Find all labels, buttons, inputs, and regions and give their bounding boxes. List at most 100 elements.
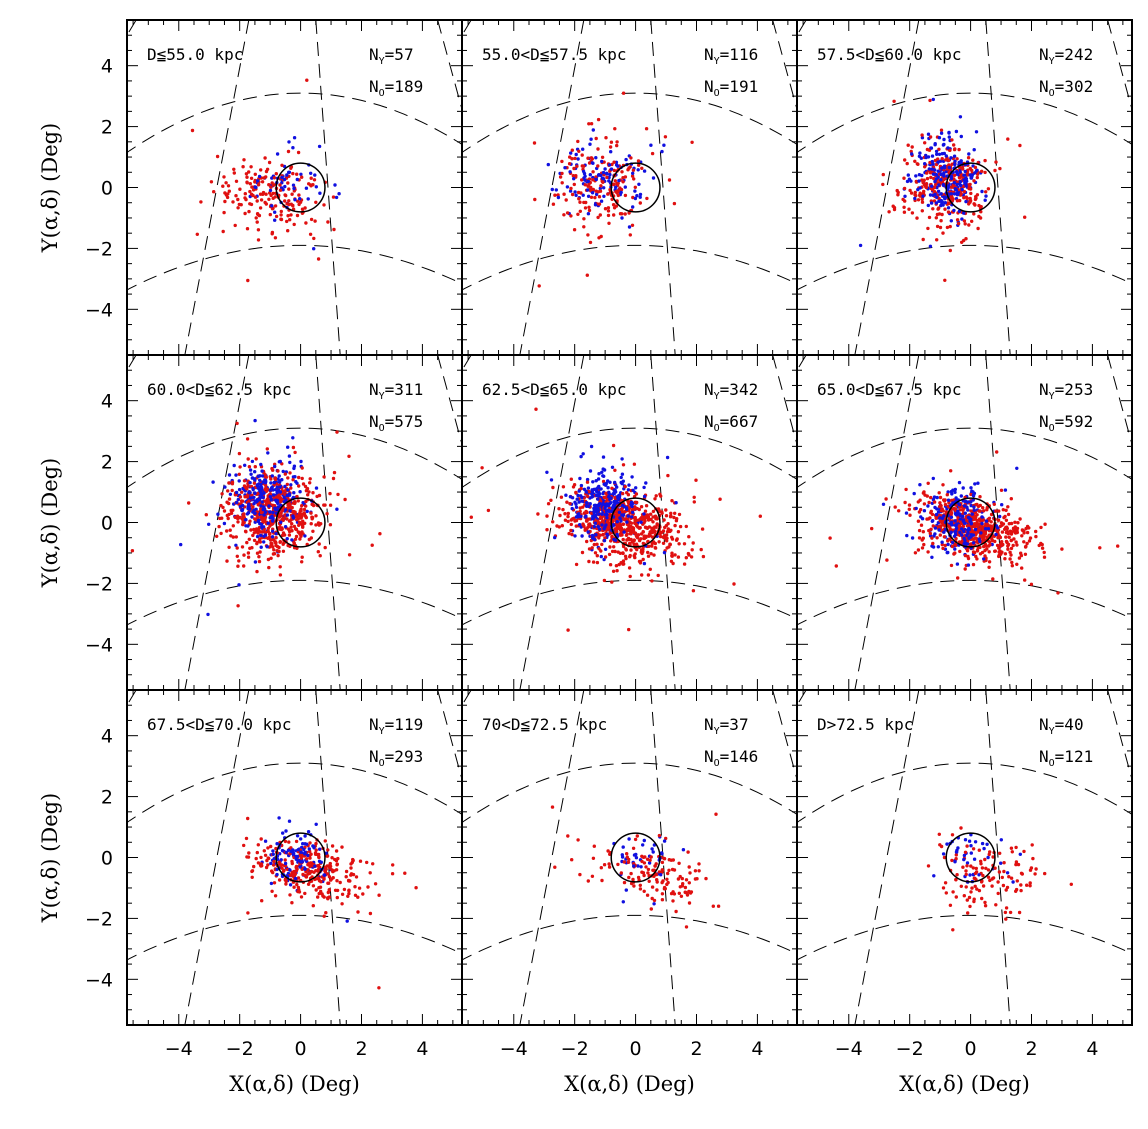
data-point	[667, 545, 671, 549]
data-point	[588, 469, 593, 473]
data-point	[289, 166, 293, 170]
data-point	[242, 553, 246, 557]
data-point	[881, 182, 885, 187]
data-point	[560, 159, 564, 164]
data-point	[646, 554, 651, 558]
data-point	[962, 189, 967, 194]
old-points	[881, 98, 1027, 282]
data-point	[262, 534, 266, 538]
data-point	[304, 504, 308, 508]
data-point	[263, 156, 267, 160]
data-point	[980, 521, 984, 526]
data-point	[279, 511, 283, 515]
data-point	[271, 519, 275, 523]
data-point	[565, 211, 570, 215]
data-point	[915, 216, 919, 220]
data-point	[582, 225, 586, 229]
grid-latitude-line	[797, 427, 1132, 489]
grid-longitude-line	[772, 355, 797, 447]
data-point	[329, 878, 333, 882]
data-point	[634, 492, 639, 496]
data-point	[642, 494, 647, 499]
data-point	[613, 549, 617, 554]
data-point	[991, 577, 995, 581]
data-point	[550, 187, 554, 192]
data-point	[971, 493, 976, 497]
data-point	[583, 183, 587, 187]
data-point	[323, 865, 327, 869]
data-point	[236, 497, 240, 502]
data-point	[602, 527, 606, 531]
data-point	[935, 212, 940, 217]
data-point	[578, 200, 582, 204]
data-point	[676, 530, 681, 534]
data-point	[956, 576, 960, 580]
data-point	[576, 157, 580, 161]
data-point	[638, 192, 643, 197]
data-point	[678, 524, 683, 529]
data-point	[283, 472, 287, 476]
data-point	[615, 143, 619, 148]
data-point	[589, 122, 594, 126]
data-point	[545, 470, 549, 474]
data-point	[690, 140, 694, 144]
data-point	[954, 496, 958, 500]
count-young: NY=253	[1039, 380, 1093, 402]
data-point	[952, 552, 956, 556]
data-point	[250, 185, 254, 189]
data-point	[318, 847, 322, 851]
data-point	[303, 834, 307, 838]
data-point	[687, 535, 691, 539]
data-point	[612, 168, 616, 173]
data-point	[981, 506, 985, 510]
data-point	[955, 511, 960, 515]
data-point	[907, 503, 912, 507]
grid-longitude-line	[127, 690, 137, 707]
data-point	[335, 507, 339, 511]
data-point	[279, 217, 284, 222]
data-point	[732, 582, 736, 586]
data-point	[328, 523, 333, 527]
data-point	[667, 178, 672, 182]
count-old: NO=575	[369, 412, 423, 434]
data-point	[349, 866, 353, 870]
data-point	[630, 515, 634, 519]
data-point	[639, 548, 644, 552]
data-point	[974, 196, 978, 200]
data-point	[966, 563, 971, 567]
data-point	[260, 525, 264, 529]
data-point	[954, 129, 959, 134]
data-point	[302, 847, 306, 852]
reference-circle	[945, 162, 996, 213]
data-point	[669, 514, 673, 518]
data-point	[955, 522, 959, 526]
data-point	[930, 154, 935, 158]
data-point	[962, 173, 966, 177]
data-point	[601, 491, 605, 496]
data-point	[1011, 526, 1016, 530]
data-point	[322, 914, 326, 918]
data-point	[585, 539, 589, 544]
data-point	[910, 145, 914, 149]
data-point	[601, 474, 605, 478]
data-point	[314, 523, 318, 527]
y-axis-title: Y(α,δ) (Deg)	[38, 458, 62, 589]
data-point	[949, 192, 953, 196]
data-point	[271, 545, 275, 549]
data-point	[311, 491, 315, 495]
data-point	[580, 550, 585, 555]
data-point	[353, 893, 358, 897]
grid-longitude-line	[437, 690, 462, 782]
data-point	[684, 556, 688, 560]
data-point	[252, 538, 257, 543]
data-point	[663, 525, 667, 530]
data-point	[277, 549, 281, 554]
data-point	[596, 147, 600, 151]
data-point	[593, 551, 598, 555]
data-point	[939, 219, 943, 223]
data-point	[952, 208, 956, 213]
data-point	[660, 511, 664, 515]
data-point	[692, 495, 696, 499]
